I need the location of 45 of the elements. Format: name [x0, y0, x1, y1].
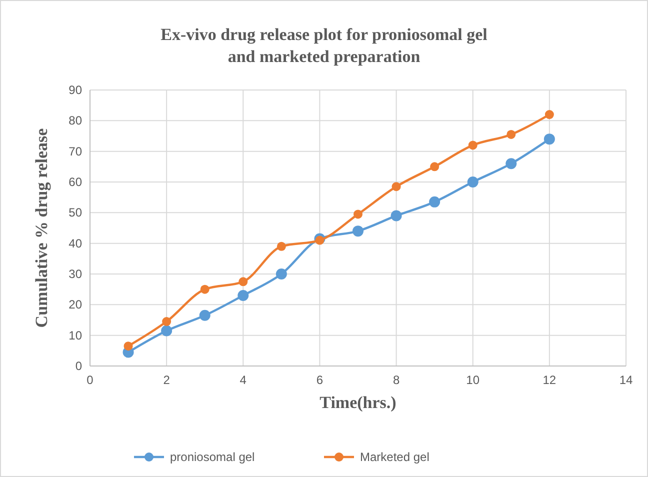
point	[352, 226, 364, 237]
point	[354, 210, 362, 219]
point	[392, 182, 401, 192]
point	[468, 140, 478, 150]
y-tick-label: 70	[68, 144, 82, 158]
point	[276, 268, 287, 280]
chart-title: Ex-vivo drug release plot for proniosomal gel and marketed preparation	[160, 25, 488, 66]
legend-label: proniosomal gel	[170, 450, 255, 464]
y-tick-label: 10	[68, 328, 82, 342]
y-tick-label: 50	[68, 206, 82, 220]
point	[238, 277, 248, 286]
point	[238, 290, 249, 301]
point	[276, 242, 286, 251]
x-tick-label: 12	[542, 373, 556, 387]
point	[506, 158, 517, 170]
y-tick-label: 20	[68, 298, 82, 312]
point	[315, 236, 324, 245]
y-tick-label: 60	[68, 175, 82, 189]
y-tick-label: 90	[68, 83, 82, 97]
y-tick-label: 0	[75, 359, 82, 373]
y-tick-label: 30	[68, 267, 82, 281]
point	[467, 176, 478, 188]
y-tick-label: 40	[68, 236, 82, 250]
point	[124, 342, 133, 351]
y-tick-label: 80	[68, 114, 82, 128]
x-tick-label: 0	[86, 373, 94, 387]
point	[429, 196, 440, 208]
legend-label: Marketed gel	[360, 450, 430, 464]
point	[161, 325, 172, 336]
x-tick-label: 6	[316, 373, 324, 387]
point	[544, 134, 555, 145]
point	[162, 317, 172, 326]
point	[199, 310, 210, 321]
x-tick-label: 10	[466, 373, 480, 387]
point	[544, 110, 554, 120]
x-axis-title: Time(hrs.)	[320, 393, 396, 412]
point	[390, 210, 402, 222]
y-axis-title: Cumulative % drug release	[32, 128, 51, 328]
x-tick-label: 8	[392, 373, 400, 387]
x-tick-label: 4	[240, 373, 247, 387]
x-tick-label: 2	[163, 373, 170, 387]
point	[430, 162, 440, 172]
point	[200, 284, 210, 294]
point	[506, 130, 516, 139]
x-tick-label: 14	[619, 373, 633, 387]
